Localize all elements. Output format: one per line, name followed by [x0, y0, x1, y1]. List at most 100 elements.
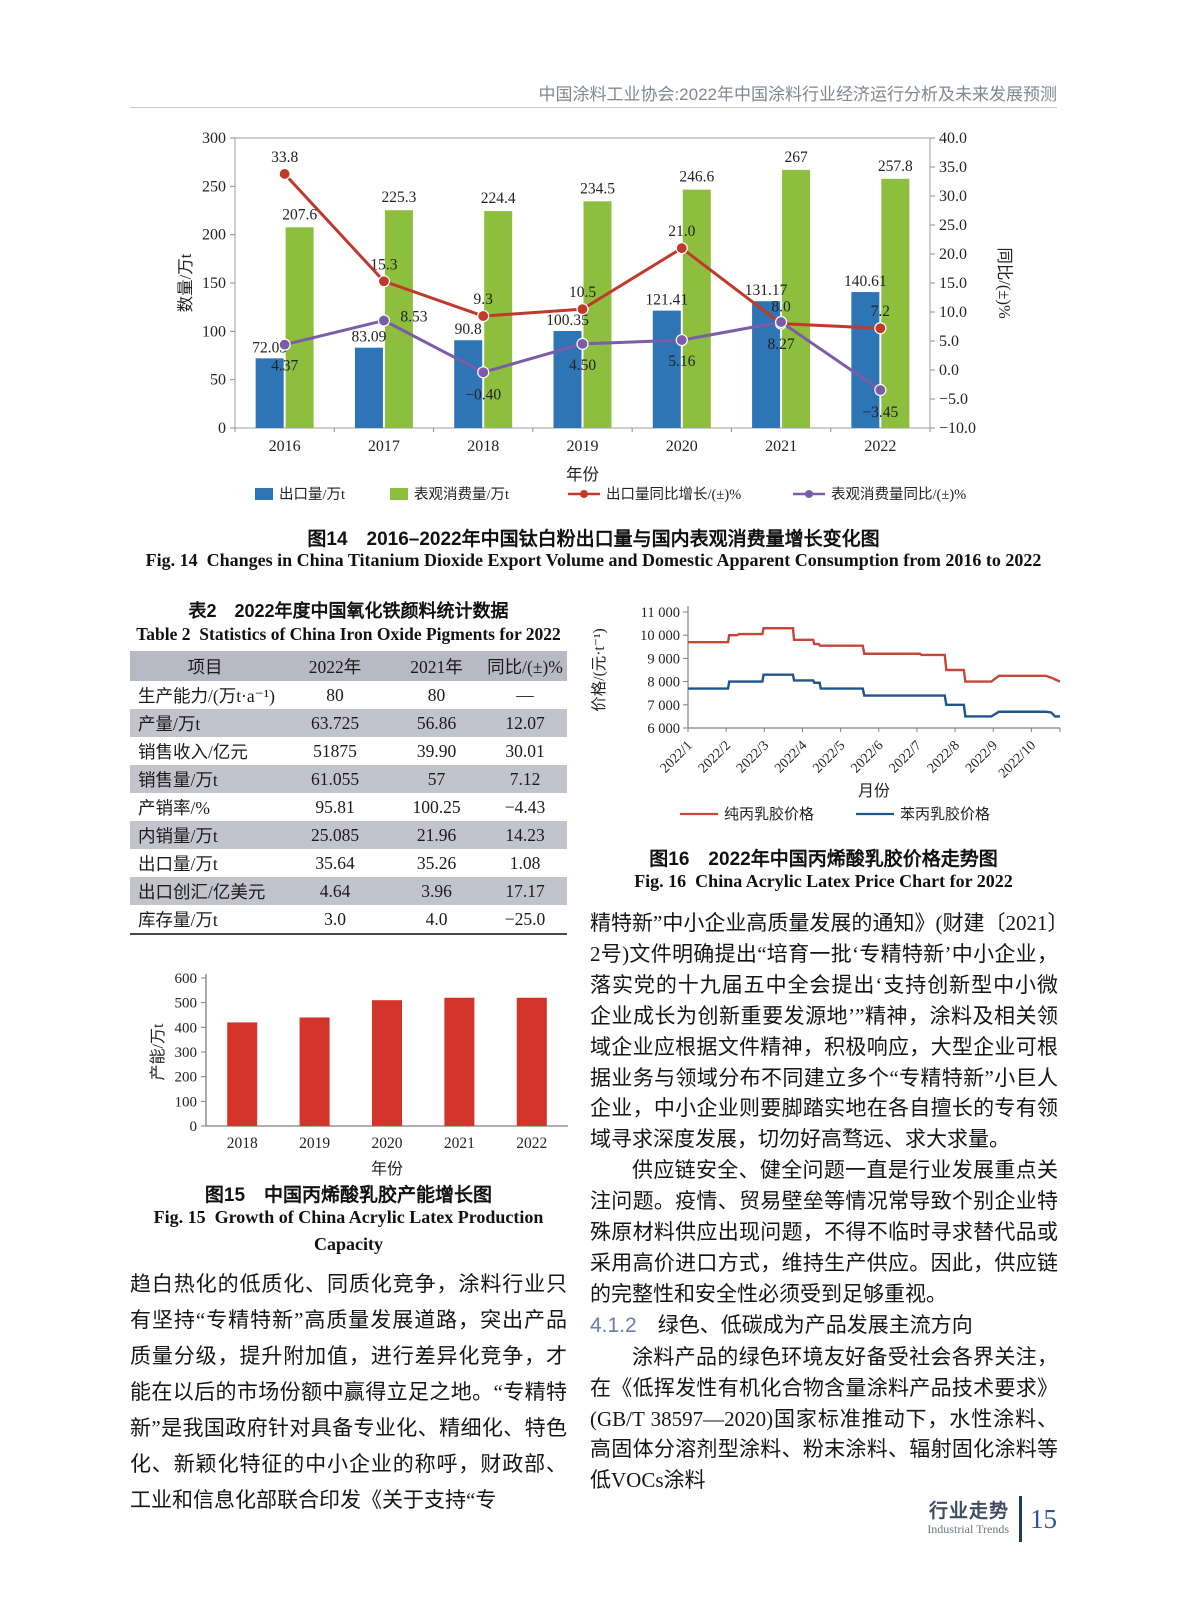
bar: [851, 292, 880, 428]
svg-text:15.3: 15.3: [370, 256, 397, 273]
table-header-cell: 同比/(±)%: [483, 651, 567, 681]
fig16-svg: 6 000 7 000 8 000 9 000 10 000 11 000 价格/(元·t⁻…: [590, 605, 1061, 823]
y-axis-title: 价格/(元·t⁻¹): [590, 628, 608, 711]
table-cell: 3.96: [421, 880, 452, 901]
bar: [227, 1022, 258, 1126]
bar: [454, 340, 483, 428]
footer-divider: [1019, 1496, 1022, 1542]
svg-text:200: 200: [202, 227, 226, 244]
header-rule: [130, 107, 1057, 108]
table-row: 产销率/% 95.81 100.25 −4.43: [130, 793, 567, 821]
svg-text:100: 100: [202, 323, 226, 340]
svg-text:500: 500: [175, 996, 198, 1012]
svg-text:2022/5: 2022/5: [810, 738, 848, 776]
svg-text:5.16: 5.16: [668, 353, 695, 370]
svg-text:10.5: 10.5: [569, 284, 596, 301]
y-axis-title: 产能/万t: [149, 1023, 167, 1080]
table-cell: 17.17: [505, 880, 545, 901]
table-header-cell: 项目: [130, 651, 280, 681]
svg-text:4.50: 4.50: [569, 357, 596, 374]
bar: [782, 169, 811, 428]
svg-text:0: 0: [218, 420, 226, 437]
svg-text:2018: 2018: [227, 1135, 258, 1152]
svg-text:2017: 2017: [368, 438, 400, 455]
table-cell: 100.25: [412, 796, 461, 817]
svg-text:300: 300: [202, 130, 226, 147]
fig15-caption-en-line1: Fig. 15 Growth of China Acrylic Latex Pr…: [153, 1207, 544, 1227]
fig14-svg: 0 50 100 150 200 250 300 −10.0 −5.0 0.0 5.0 10.0 15.…: [176, 130, 1014, 503]
bar: [372, 1000, 402, 1126]
svg-text:33.8: 33.8: [271, 149, 298, 166]
svg-text:100.35: 100.35: [546, 312, 589, 329]
right-paragraph-1: 精特新”中小企业高质量发展的通知》(财建〔2021〕2号)文件明确提出“培育一批…: [590, 911, 1058, 1152]
svg-text:2020: 2020: [372, 1135, 403, 1152]
svg-text:30.0: 30.0: [939, 188, 967, 205]
table-cell: −25.0: [504, 908, 546, 929]
table-cell: 95.81: [315, 796, 355, 817]
svg-text:苯丙乳胶价格: 苯丙乳胶价格: [900, 806, 990, 823]
svg-text:300: 300: [175, 1045, 198, 1061]
svg-text:2022/10: 2022/10: [996, 738, 1039, 781]
svg-text:72.05: 72.05: [252, 339, 287, 356]
section-heading-412: 4.1.2 绿色、低碳成为产品发展主流方向: [590, 1310, 1058, 1342]
fig14-combo-chart: 0 50 100 150 200 250 300 −10.0 −5.0 0.0 5.0 10.0 15.…: [175, 120, 1015, 515]
legend: 出口量/万t 表观消费量/万t 出口量同比增长/(±)% 表观消费量同比/(±)%: [255, 486, 966, 503]
table-cell: 63.725: [310, 712, 360, 733]
svg-text:0: 0: [190, 1119, 198, 1135]
bars-apparent-consumption: [285, 169, 910, 428]
x-axis-title: 月份: [858, 782, 890, 800]
table-row: 内销量/万t 25.085 21.96 14.23: [130, 821, 567, 849]
table-cell: 1.08: [509, 852, 541, 873]
table-cell: 25.085: [310, 824, 360, 845]
table-cell: 30.01: [505, 740, 545, 761]
line-consumption-growth: [278, 314, 887, 397]
svg-text:7.2: 7.2: [871, 303, 890, 320]
y-ticks: 6 000 7 000 8 000 9 000 10 000 11 000: [640, 605, 688, 737]
svg-text:2021: 2021: [765, 438, 797, 455]
table-cell: 内销量/万t: [138, 825, 218, 846]
section-title: 绿色、低碳成为产品发展主流方向: [657, 1312, 973, 1337]
table-cell: 销售量/万t: [138, 769, 218, 790]
bar: [299, 1017, 330, 1126]
table-cell: 12.07: [505, 712, 545, 733]
svg-text:2022: 2022: [864, 438, 896, 455]
fig16-line-chart: 6 000 7 000 8 000 9 000 10 000 11 000 价格/(元·t⁻…: [588, 586, 1067, 836]
fig15-caption-en-line2: Capacity: [314, 1234, 383, 1254]
fig14-caption-en: Fig. 14 Changes in China Titanium Dioxid…: [145, 550, 1042, 570]
table-header-row: 项目 2022年 2021年 同比/(±)%: [130, 651, 567, 681]
table-cell: 80: [427, 684, 446, 705]
svg-text:2020: 2020: [666, 438, 698, 455]
right-column-text: 精特新”中小企业高质量发展的通知》(财建〔2021〕2号)文件明确提出“培育一批…: [590, 908, 1058, 1496]
data-labels: 72.05 83.09 90.8 100.35 121.41 131.17 140.61 20…: [252, 149, 913, 421]
svg-text:7 000: 7 000: [647, 698, 680, 714]
bar: [583, 201, 612, 428]
footer-section-zh: 行业走势: [928, 1500, 1009, 1522]
svg-text:2022: 2022: [516, 1135, 547, 1152]
capacity-bars: [227, 997, 547, 1126]
svg-text:2018: 2018: [467, 438, 499, 455]
svg-text:600: 600: [175, 971, 198, 987]
x-axis: 2016 2017 2018 2019 2020 2021 2022: [234, 428, 931, 455]
fig15-svg: 0 100 200 300 400 500 600 产能/万t 2018 2019 2020 2021…: [149, 971, 568, 1178]
svg-text:2022/3: 2022/3: [734, 738, 772, 776]
page-footer: 行业走势 Industrial Trends 15: [927, 1496, 1057, 1542]
svg-text:131.17: 131.17: [745, 282, 788, 299]
table-cell: 3.0: [324, 908, 346, 929]
svg-text:纯丙乳胶价格: 纯丙乳胶价格: [724, 806, 814, 823]
table-cell: 产量/万t: [138, 713, 201, 734]
svg-text:2016: 2016: [269, 438, 301, 455]
svg-text:15.0: 15.0: [939, 275, 967, 292]
left-column-paragraph: 趋白热化的低质化、同质化竞争，涂料行业只有坚持“专精特新”高质量发展道路，突出产…: [130, 1272, 567, 1512]
section-number: 4.1.2: [590, 1313, 637, 1337]
svg-text:0.0: 0.0: [939, 362, 959, 379]
table-cell: 7.12: [509, 768, 541, 789]
footer-section-en: Industrial Trends: [927, 1521, 1009, 1536]
table-cell: 61.055: [310, 768, 360, 789]
table-cell: −4.43: [504, 796, 546, 817]
svg-text:10.0: 10.0: [939, 304, 967, 321]
table-header-cell: 2021年: [390, 651, 483, 681]
svg-text:50: 50: [210, 372, 226, 389]
bar: [444, 997, 475, 1126]
bar: [255, 358, 284, 428]
